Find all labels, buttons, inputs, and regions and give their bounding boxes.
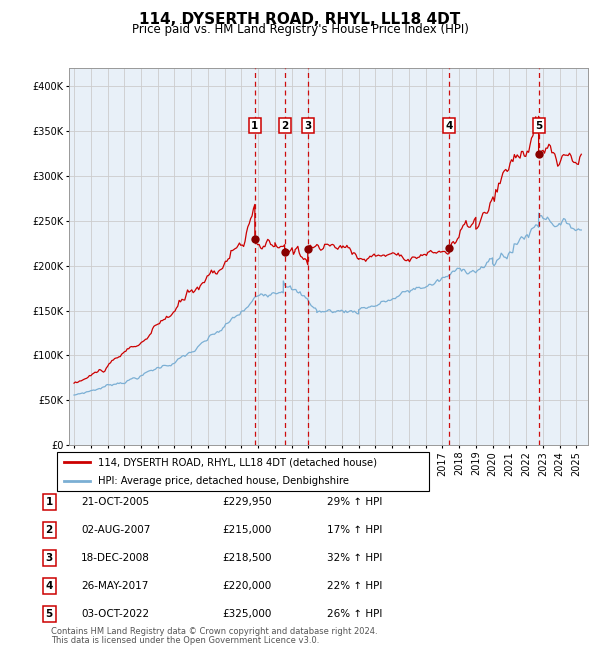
Text: HPI: Average price, detached house, Denbighshire: HPI: Average price, detached house, Denb… bbox=[98, 476, 349, 486]
Text: 26-MAY-2017: 26-MAY-2017 bbox=[81, 580, 148, 591]
Text: 2: 2 bbox=[281, 121, 288, 131]
Text: £325,000: £325,000 bbox=[222, 608, 271, 619]
Text: 3: 3 bbox=[304, 121, 311, 131]
Text: 26% ↑ HPI: 26% ↑ HPI bbox=[327, 608, 382, 619]
FancyBboxPatch shape bbox=[57, 452, 429, 491]
Text: 17% ↑ HPI: 17% ↑ HPI bbox=[327, 525, 382, 535]
Text: 1: 1 bbox=[46, 497, 53, 507]
Text: 114, DYSERTH ROAD, RHYL, LL18 4DT (detached house): 114, DYSERTH ROAD, RHYL, LL18 4DT (detac… bbox=[98, 458, 377, 467]
Text: £220,000: £220,000 bbox=[222, 580, 271, 591]
Text: £218,500: £218,500 bbox=[222, 552, 271, 563]
Text: 32% ↑ HPI: 32% ↑ HPI bbox=[327, 552, 382, 563]
Text: 21-OCT-2005: 21-OCT-2005 bbox=[81, 497, 149, 507]
Text: 03-OCT-2022: 03-OCT-2022 bbox=[81, 608, 149, 619]
Text: 18-DEC-2008: 18-DEC-2008 bbox=[81, 552, 150, 563]
Text: £229,950: £229,950 bbox=[222, 497, 272, 507]
Text: 114, DYSERTH ROAD, RHYL, LL18 4DT: 114, DYSERTH ROAD, RHYL, LL18 4DT bbox=[139, 12, 461, 27]
Text: £215,000: £215,000 bbox=[222, 525, 271, 535]
Text: 1: 1 bbox=[251, 121, 259, 131]
Text: Contains HM Land Registry data © Crown copyright and database right 2024.: Contains HM Land Registry data © Crown c… bbox=[51, 627, 377, 636]
Text: This data is licensed under the Open Government Licence v3.0.: This data is licensed under the Open Gov… bbox=[51, 636, 319, 645]
Text: 3: 3 bbox=[46, 552, 53, 563]
Text: 5: 5 bbox=[535, 121, 542, 131]
Text: 2: 2 bbox=[46, 525, 53, 535]
Text: 22% ↑ HPI: 22% ↑ HPI bbox=[327, 580, 382, 591]
Text: 29% ↑ HPI: 29% ↑ HPI bbox=[327, 497, 382, 507]
Text: 4: 4 bbox=[445, 121, 453, 131]
Text: 02-AUG-2007: 02-AUG-2007 bbox=[81, 525, 151, 535]
Text: 4: 4 bbox=[46, 580, 53, 591]
Text: Price paid vs. HM Land Registry's House Price Index (HPI): Price paid vs. HM Land Registry's House … bbox=[131, 23, 469, 36]
Text: 5: 5 bbox=[46, 608, 53, 619]
